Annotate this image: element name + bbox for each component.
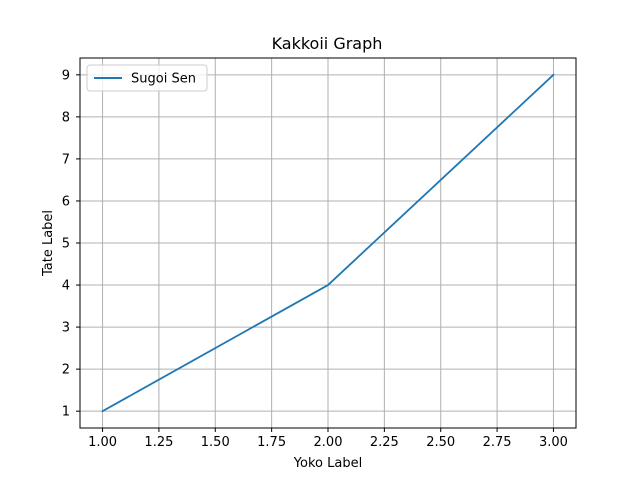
y-tick-label: 3 (62, 321, 70, 336)
x-tick-label: 2.25 (370, 435, 399, 450)
x-tick-label: 3.00 (539, 435, 568, 450)
y-tick-label: 8 (62, 110, 70, 125)
y-tick-label: 9 (62, 68, 70, 83)
x-tick-label: 2.50 (426, 435, 455, 450)
legend-box (86, 64, 208, 92)
grid (80, 58, 576, 428)
y-tick-label: 2 (62, 363, 70, 378)
x-tick-label: 1.25 (144, 435, 173, 450)
y-tick-label: 7 (62, 152, 70, 167)
y-tick-label: 4 (62, 279, 70, 294)
legend: Sugoi Sen (86, 64, 208, 92)
x-tick-label: 1.50 (201, 435, 230, 450)
x-tick-label: 1.00 (88, 435, 117, 450)
y-tick-label: 6 (62, 194, 70, 209)
chart-title: Kakkoii Graph (272, 34, 383, 53)
y-tick-label: 1 (62, 405, 70, 420)
x-tick-label: 2.00 (314, 435, 343, 450)
legend-entry-label: Sugoi Sen (131, 72, 196, 87)
series-line (101, 73, 555, 413)
y-axis-label: Tate Label (41, 210, 56, 277)
y-tick-label: 5 (62, 237, 70, 252)
x-tick-label: 2.75 (483, 435, 512, 450)
series-layer (101, 73, 555, 413)
x-tick-label: 1.75 (257, 435, 286, 450)
x-axis-label: Yoko Label (293, 456, 362, 471)
axis-ticks: 1.00 1.25 1.50 1.75 2.00 2.25 2.50 2.75 3.00 1 2 3 4… (62, 68, 568, 450)
